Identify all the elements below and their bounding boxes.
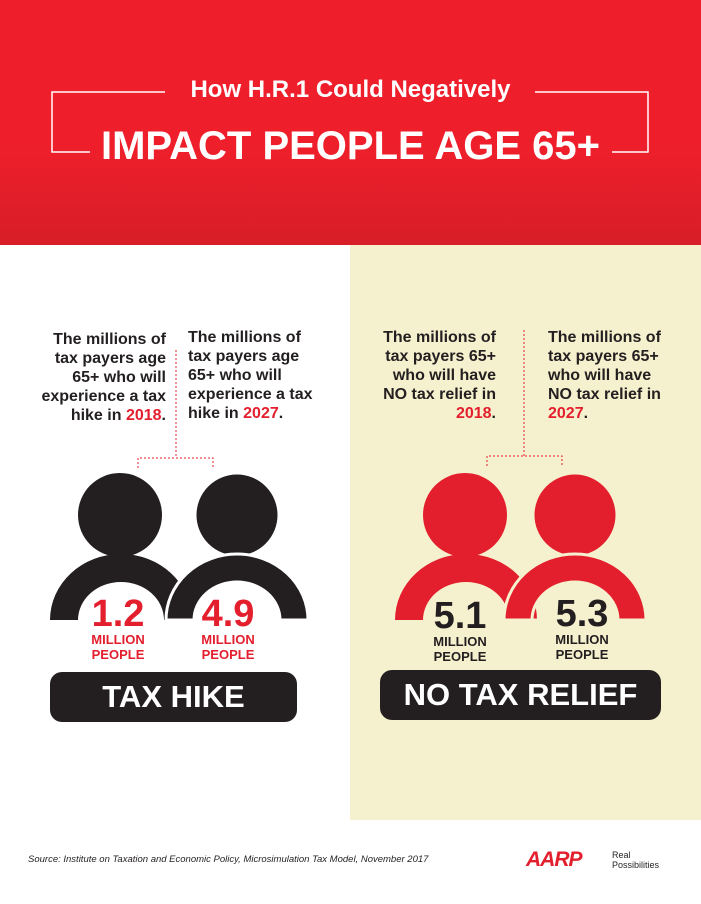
description: The millions of tax payers age 65+ who w…	[188, 328, 318, 423]
text: PEOPLE	[555, 647, 609, 662]
unit: MILLION PEOPLE	[63, 632, 173, 662]
description: The millions of tax payers 65+ who will …	[548, 328, 678, 423]
text: MILLION	[201, 632, 255, 647]
text: 2027	[243, 405, 279, 422]
tagline: Real Possibilities	[612, 850, 659, 870]
figure: 5.1	[433, 595, 487, 637]
text: .	[161, 407, 166, 424]
text: The millions of tax payers age 65+ who w…	[41, 331, 166, 424]
person-icons-right	[395, 471, 648, 622]
title-frame	[51, 91, 649, 153]
headline: IMPACT PEOPLE AGE 65+	[100, 124, 600, 168]
figure: 1.2	[91, 593, 145, 635]
text: 2018	[125, 407, 162, 424]
text: PEOPLE	[91, 647, 145, 662]
text: The millions of tax payers 65+ who will …	[548, 329, 661, 403]
unit: MILLION PEOPLE	[173, 632, 283, 662]
source: Source: Institute on Taxation and Econom…	[28, 854, 429, 865]
unit: MILLION PEOPLE	[405, 634, 515, 664]
label-badge: NO TAX RELIEF	[380, 670, 661, 720]
text: 2027	[548, 405, 584, 422]
text: PEOPLE	[201, 647, 255, 662]
text: The millions of tax payers age 65+ who w…	[188, 329, 313, 422]
right-panel-bg	[350, 245, 701, 820]
text: MILLION	[91, 632, 145, 647]
unit: MILLION PEOPLE	[527, 632, 637, 662]
text: PEOPLE	[433, 649, 487, 664]
text: .	[491, 405, 496, 422]
text: MILLION	[433, 634, 487, 649]
text: .	[583, 405, 589, 422]
graphics	[50, 91, 649, 622]
connectors	[137, 330, 563, 468]
text: MILLION	[555, 632, 609, 647]
text: The millions of tax payers 65+ who will …	[383, 329, 496, 403]
person-icons-left	[50, 471, 310, 622]
figure: 4.9	[201, 593, 255, 635]
title: How H.R.1 Could Negatively	[190, 76, 511, 103]
figure: 5.3	[555, 593, 609, 635]
text: Possibilities	[612, 860, 660, 870]
text: 2018	[455, 405, 492, 422]
label-badge: TAX HIKE	[50, 672, 297, 722]
text: .	[278, 405, 284, 422]
text: Real	[612, 850, 631, 860]
description: The millions of tax payers 65+ who will …	[366, 328, 496, 423]
description: The millions of tax payers age 65+ who w…	[36, 330, 166, 425]
header-band	[0, 0, 701, 245]
logo: AARP	[526, 848, 583, 871]
